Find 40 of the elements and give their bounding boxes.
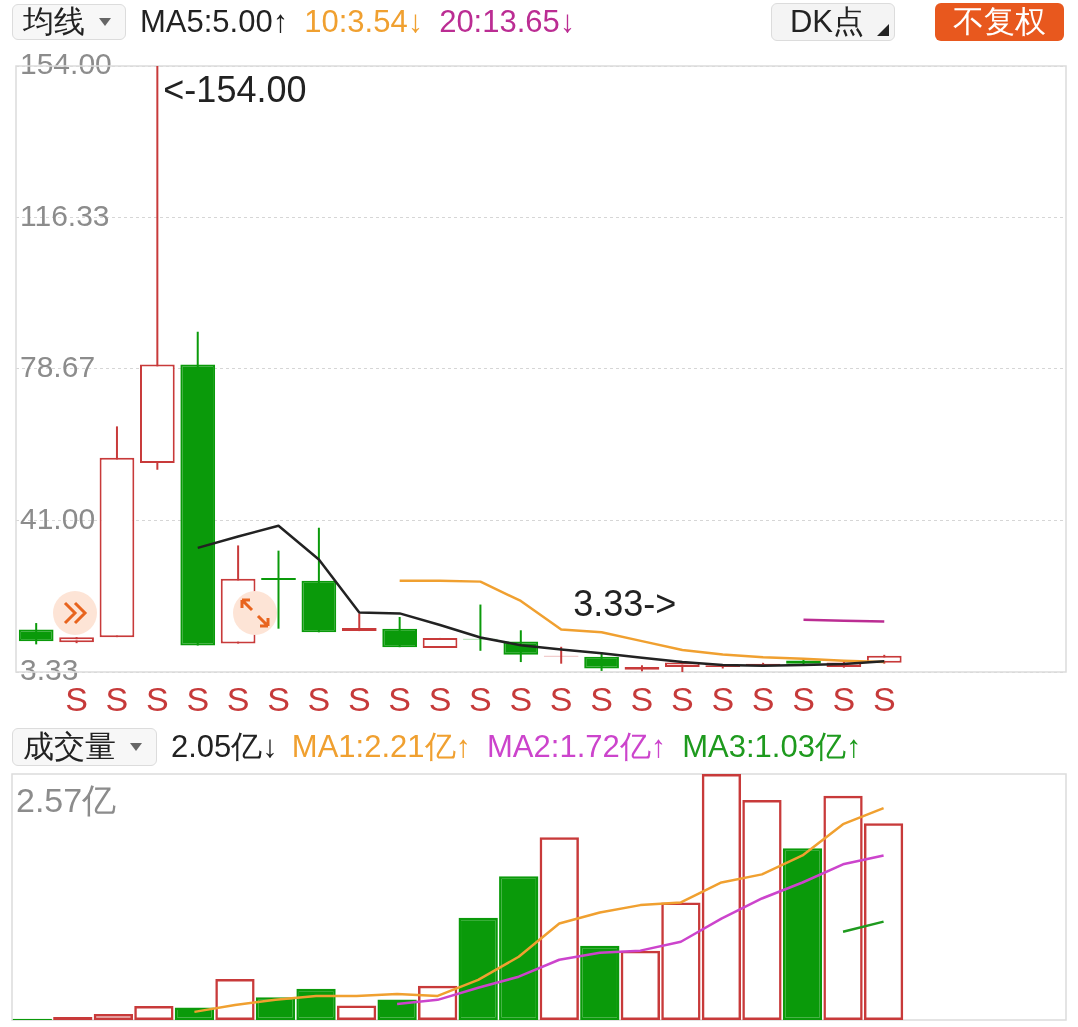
text: S (751, 680, 775, 719)
text: S (509, 680, 533, 719)
y-tick-label: 41.00 (20, 501, 96, 535)
text: S (186, 680, 210, 719)
text: S (671, 680, 694, 719)
y-tick-label: 78.67 (20, 350, 96, 384)
text: S (347, 680, 371, 719)
text: S (590, 680, 613, 719)
text: S (307, 680, 331, 719)
y-tick-label: 116.33 (20, 198, 110, 232)
text: S (711, 680, 735, 719)
text: S (105, 680, 129, 719)
chart-subtitle: 2.05亿↓ (171, 728, 278, 766)
annotation: <-154.00 (163, 68, 307, 110)
text: S (388, 680, 411, 719)
bar (53, 1017, 93, 1020)
text: S (549, 680, 573, 719)
text: S (832, 680, 856, 719)
text: 20:13.65↓ (439, 4, 576, 40)
text: MA5:5.00↑ (140, 4, 289, 40)
text: S (267, 680, 290, 719)
text: S (872, 680, 896, 719)
text: S (792, 680, 815, 719)
text: MA1:2.21亿↑ (291, 728, 472, 766)
annotation: 3.33-> (573, 582, 677, 624)
y-tick-label: 154.00 (20, 47, 112, 81)
button: 不复权 (935, 3, 1064, 41)
text: 10:3.54↓ (304, 4, 424, 40)
annotation: 2.57亿 (16, 781, 117, 820)
text: S (469, 680, 492, 719)
candlestick (261, 549, 296, 630)
dropdown-field: 成交量 (12, 728, 157, 766)
button: DK点 (770, 3, 895, 41)
text: S (428, 680, 452, 719)
text: S (226, 680, 250, 719)
text: MA3:1.03亿↑ (682, 728, 862, 766)
dropdown-field: 均线 (12, 4, 126, 40)
text: S (630, 680, 654, 719)
text: S (146, 680, 169, 719)
text: MA2:1.72亿↑ (487, 728, 667, 766)
